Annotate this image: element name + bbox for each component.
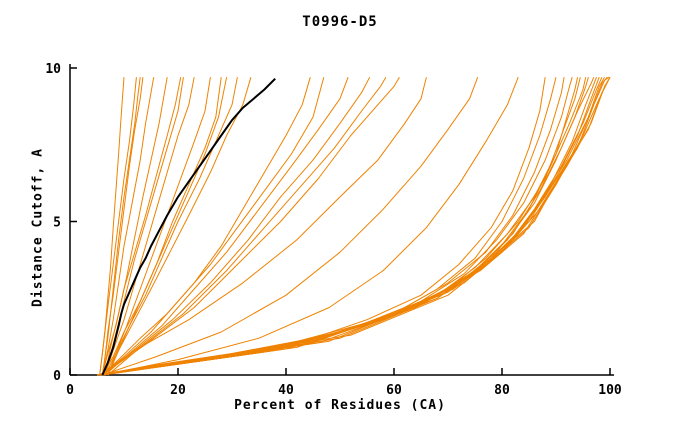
tick-label: 80: [494, 383, 510, 398]
model-curve: [102, 77, 311, 376]
model-curve: [104, 77, 349, 376]
model-curve: [101, 77, 182, 376]
chart-title: T0996-D5: [302, 14, 378, 30]
highlighted-model-curve: [101, 77, 276, 376]
x-axis-label: Percent of Residues (CA): [234, 398, 446, 413]
model-curve: [96, 76, 611, 376]
tick-label: 40: [278, 383, 294, 398]
tick-label: 60: [386, 383, 402, 398]
model-curve: [102, 76, 371, 376]
model-curve: [99, 76, 608, 376]
tick-label: 20: [170, 383, 186, 398]
model-curve: [107, 76, 387, 376]
model-curve: [96, 76, 606, 376]
model-curve: [107, 77, 252, 376]
tick-label: 10: [45, 62, 61, 77]
tick-label: 0: [66, 383, 74, 398]
model-curve: [99, 77, 573, 376]
model-curve: [96, 76, 611, 376]
tick-label: 5: [53, 216, 61, 231]
tick-label: 0: [53, 369, 61, 384]
model-curve: [107, 77, 222, 376]
model-curve: [99, 77, 597, 376]
model-curve: [96, 77, 565, 376]
model-curve: [102, 77, 519, 376]
model-curve: [102, 77, 479, 376]
model-curve: [96, 77, 557, 376]
model-curve: [102, 76, 400, 376]
model-curve: [104, 77, 195, 376]
model-curve: [107, 77, 211, 376]
model-curve: [101, 77, 141, 376]
model-curve: [101, 77, 228, 376]
model-curve: [104, 77, 238, 376]
model-curve: [102, 77, 325, 376]
model-curve: [96, 77, 600, 376]
model-curve: [99, 77, 427, 376]
tick-label: 100: [598, 383, 622, 398]
model-curve: [101, 77, 155, 376]
model-curve: [99, 77, 137, 376]
